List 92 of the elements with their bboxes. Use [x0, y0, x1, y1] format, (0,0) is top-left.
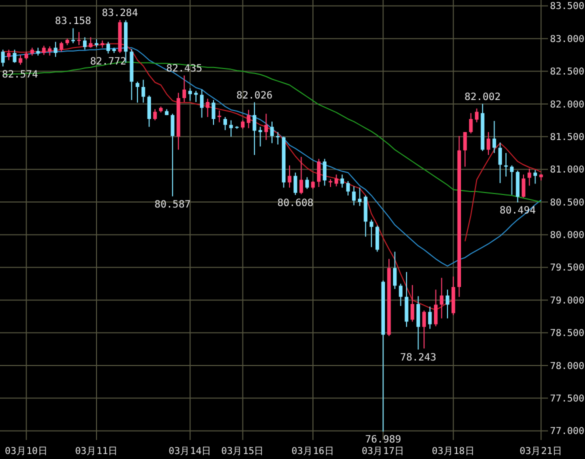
candlestick: [440, 277, 444, 319]
candlestick: [463, 132, 467, 168]
candlestick: [510, 164, 514, 196]
candlestick: [88, 36, 92, 48]
candlestick: [194, 90, 198, 102]
candlestick: [276, 132, 280, 145]
candlestick: [6, 49, 11, 61]
candlestick: [375, 225, 380, 252]
candlestick: [334, 174, 338, 187]
candlestick: [492, 120, 496, 154]
candlestick: [182, 75, 186, 102]
candlestick: [258, 126, 262, 147]
candlestick: [393, 251, 397, 290]
candlestick: [106, 41, 110, 54]
candlestick: [83, 36, 87, 50]
candlestick: [346, 180, 350, 196]
annotation: 78.243: [400, 352, 436, 364]
x-tick-label: 03月15日: [221, 446, 264, 457]
y-tick-label: 83.500: [550, 1, 585, 12]
y-tick-label: 77.500: [550, 393, 585, 404]
x-tick-label: 03月18日: [432, 446, 475, 457]
candlestick: [398, 283, 402, 306]
candlestick: [42, 45, 46, 56]
candlestick: [218, 110, 222, 123]
annotation: 80.608: [277, 198, 314, 209]
candlestick: [305, 176, 309, 190]
candlestick: [469, 112, 473, 134]
annotation: 82.026: [236, 90, 273, 102]
candlestick: [528, 168, 532, 186]
annotation: 80.587: [154, 199, 191, 210]
candlestick: [223, 116, 228, 131]
candlestick: [416, 296, 420, 350]
candlestick: [12, 49, 16, 64]
annotation: 82.435: [166, 64, 202, 75]
candlestick: [316, 158, 321, 188]
y-tick-label: 78.000: [550, 360, 585, 372]
x-tick-label: 03月11日: [75, 446, 118, 457]
candlestick: [212, 100, 216, 126]
candlestick: [270, 121, 274, 144]
candlestick: [170, 113, 174, 197]
x-tick-label: 03月17日: [362, 446, 405, 457]
candlestick: [533, 169, 538, 184]
candlestick: [18, 54, 22, 66]
y-tick-label: 81.500: [550, 132, 585, 143]
annotation: 82.002: [464, 92, 501, 103]
x-tick-label: 03月14日: [168, 446, 212, 457]
candlestick: [1, 49, 5, 67]
candlestick: [474, 108, 479, 123]
candlestick: [322, 158, 326, 186]
candlestick: [54, 41, 58, 58]
candlestick: [252, 102, 256, 156]
candlestick: [446, 289, 450, 319]
candlestick: [200, 89, 204, 118]
candlestick: [428, 306, 432, 330]
candlestick: [142, 79, 146, 104]
y-tick-label: 81.000: [550, 164, 585, 176]
y-tick-label: 82.000: [550, 99, 585, 110]
y-tick-label: 82.500: [550, 66, 585, 78]
candlestick: [498, 142, 502, 184]
annotation: 76.989: [365, 434, 402, 446]
annotation: 83.284: [102, 8, 138, 20]
candlestick: [522, 174, 526, 198]
candlestick: [147, 94, 151, 128]
x-tick-label: 03月16日: [292, 446, 334, 457]
candlestick: [288, 164, 292, 188]
y-tick-label: 78.500: [550, 328, 585, 340]
candlestick: [153, 108, 157, 121]
candlestick: [229, 120, 233, 138]
candlestick: [246, 109, 250, 129]
y-tick-label: 80.500: [550, 197, 585, 208]
y-tick-label: 77.000: [550, 426, 585, 438]
candlestick: [136, 81, 140, 104]
y-tick-label: 79.500: [550, 262, 585, 274]
candlestick: [264, 113, 268, 140]
candlestick: [370, 219, 374, 248]
candlestick: [340, 174, 344, 188]
candlestick: [410, 284, 414, 322]
candlestick: [206, 98, 210, 118]
annotation: 83.158: [55, 16, 92, 28]
candlestick: [422, 310, 426, 349]
candlestick: [294, 172, 298, 196]
candlestick: [60, 41, 64, 52]
candlestick: [352, 186, 356, 206]
candlestick: [486, 132, 490, 156]
candlestick: [434, 289, 438, 327]
y-tick-label: 79.000: [550, 295, 585, 306]
x-tick-label: 03月21日: [520, 446, 563, 457]
y-tick-label: 83.000: [550, 34, 585, 45]
y-tick-label: 80.000: [550, 230, 585, 242]
candlestick: [299, 156, 304, 195]
candlestick: [77, 32, 81, 46]
x-tick-label: 03月10日: [4, 446, 48, 457]
